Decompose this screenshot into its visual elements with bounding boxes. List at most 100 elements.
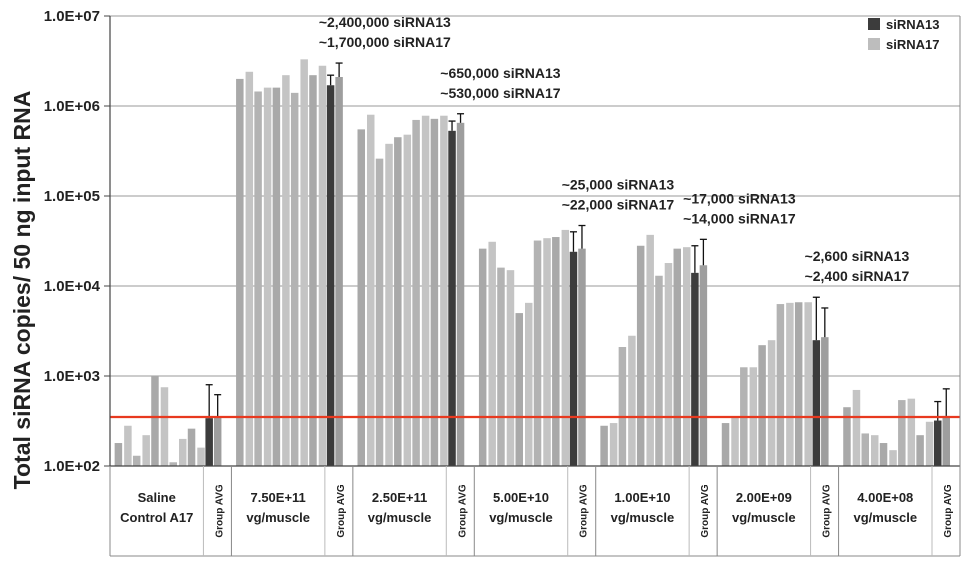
- bar-sirna17: [731, 417, 739, 466]
- bar-sirna13: [357, 129, 365, 466]
- bar-avg-sirna17: [335, 77, 343, 466]
- bar-avg-sirna17: [578, 248, 586, 466]
- bar-sirna13: [552, 237, 560, 466]
- bar-annotation: ~2,400,000 siRNA13: [319, 14, 451, 30]
- bar-sirna13: [794, 302, 803, 466]
- category-label: Saline: [138, 490, 176, 505]
- bars: [114, 59, 950, 467]
- category-label: vg/muscle: [489, 510, 553, 525]
- bar-sirna17: [871, 435, 879, 466]
- bar-sirna17: [628, 335, 636, 466]
- category-label: 1.00E+10: [614, 490, 670, 505]
- error-bars: [205, 62, 950, 421]
- bar-sirna17: [767, 340, 776, 466]
- bar-annotation: ~2,400 siRNA17: [805, 268, 910, 284]
- category-label: vg/muscle: [853, 510, 917, 525]
- bar-avg-sirna13: [934, 420, 942, 466]
- y-tick-label: 1.0E+06: [44, 98, 100, 115]
- bar-sirna17: [179, 438, 187, 466]
- y-tick-label: 1.0E+03: [44, 368, 100, 385]
- group-avg-label: Group AVG: [336, 484, 347, 538]
- bar-sirna13: [655, 275, 663, 466]
- bar-sirna17: [543, 238, 551, 466]
- bar-sirna17: [300, 59, 308, 467]
- bar-annotation: ~650,000 siRNA13: [440, 65, 560, 81]
- bar-sirna13: [290, 92, 299, 466]
- legend: siRNA13 siRNA17: [868, 17, 939, 52]
- category-label: 7.50E+11: [250, 490, 305, 505]
- bar-sirna13: [187, 428, 196, 466]
- legend-swatch-sirna13: [868, 18, 880, 30]
- legend-swatch-sirna17: [868, 38, 880, 50]
- bar-sirna17: [197, 447, 205, 466]
- y-tick-label: 1.0E+04: [44, 278, 101, 295]
- bar-avg-sirna17: [456, 122, 465, 466]
- bar-sirna13: [430, 118, 439, 466]
- bar-sirna17: [124, 425, 132, 466]
- bar-sirna13: [236, 78, 244, 467]
- bar-sirna17: [786, 302, 794, 466]
- bar-avg-sirna17: [699, 265, 708, 466]
- category-label: vg/muscle: [246, 510, 310, 525]
- bar-sirna13: [861, 433, 869, 466]
- bar-sirna13: [151, 376, 159, 466]
- axes: 1.0E+02 1.0E+03 1.0E+04 1.0E+05 1.0E+06 1.0E+…: [44, 8, 111, 475]
- legend-label-sirna13: siRNA13: [886, 17, 939, 32]
- bar-annotation: ~2,600 siRNA13: [805, 248, 910, 264]
- bar-sirna13: [169, 462, 177, 466]
- category-label: vg/muscle: [732, 510, 796, 525]
- annotations: ~2,400,000 siRNA13 ~1,700,000 siRNA17 ~650…: [319, 14, 910, 284]
- bar-annotation: ~14,000 siRNA17: [683, 210, 796, 226]
- bar-sirna13: [776, 304, 785, 466]
- bar-sirna13: [636, 245, 645, 466]
- bar-sirna17: [889, 450, 897, 466]
- bar-annotation: ~17,000 siRNA13: [683, 190, 796, 206]
- category-label: 2.00E+09: [736, 490, 792, 505]
- bar-sirna13: [916, 435, 924, 466]
- category-label: 5.00E+10: [493, 490, 549, 505]
- y-tick-label: 1.0E+05: [44, 188, 100, 205]
- bar-annotation: ~530,000 siRNA17: [440, 85, 560, 101]
- bar-sirna13: [618, 347, 627, 466]
- bar-sirna17: [506, 270, 515, 466]
- group-avg-label: Group AVG: [700, 484, 711, 538]
- group-avg-label: Group AVG: [457, 484, 468, 538]
- bar-avg-sirna13: [205, 418, 213, 466]
- bar-sirna17: [852, 389, 861, 466]
- category-label: vg/muscle: [611, 510, 675, 525]
- bar-sirna13: [497, 267, 505, 466]
- bar-sirna13: [254, 91, 262, 467]
- bar-sirna17: [664, 263, 673, 466]
- bar-sirna13: [533, 240, 542, 466]
- bar-sirna13: [412, 119, 420, 467]
- bar-avg-sirna13: [691, 272, 699, 466]
- category-label: vg/muscle: [368, 510, 432, 525]
- bar-sirna13: [478, 248, 487, 466]
- y-axis-label: Total siRNA copies/ 50 ng input RNA: [9, 91, 35, 490]
- bar-sirna13: [394, 137, 402, 466]
- bar-sirna17: [525, 302, 533, 466]
- bar-sirna17: [561, 229, 570, 466]
- bar-sirna17: [318, 65, 327, 467]
- bar-annotation: ~1,700,000 siRNA17: [319, 34, 451, 50]
- bar-sirna13: [898, 400, 906, 466]
- bar-sirna13: [721, 423, 730, 466]
- bar-sirna13: [600, 425, 608, 466]
- group-avg-label: Group AVG: [579, 484, 590, 538]
- bar-sirna17: [403, 134, 412, 466]
- bar-sirna13: [758, 345, 766, 466]
- bar-sirna13: [673, 248, 681, 466]
- group-avg-label: Group AVG: [822, 484, 833, 538]
- bar-sirna13: [515, 313, 523, 466]
- bar-avg-sirna13: [569, 251, 578, 466]
- bar-sirna17: [925, 421, 934, 466]
- y-tick-label: 1.0E+07: [44, 8, 100, 25]
- bar-sirna17: [245, 71, 254, 466]
- y-tick-label: 1.0E+02: [44, 458, 100, 475]
- bar-sirna13: [132, 455, 141, 466]
- bar-avg-sirna17: [821, 337, 829, 466]
- group-avg-label: Group AVG: [214, 484, 225, 538]
- bar-sirna17: [488, 241, 496, 466]
